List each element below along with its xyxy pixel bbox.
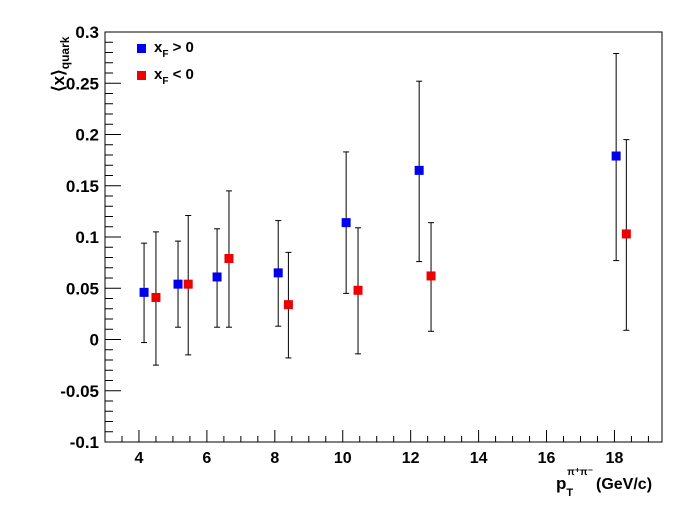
y-tick-label: 0.15 [66,177,99,196]
y-tick-label: -0.05 [60,382,99,401]
y-axis-label-main: ⟨x⟩ [49,69,68,92]
data-point [341,218,351,228]
legend-label-xf-negative-rest: < 0 [168,66,193,83]
x-tick-label: 4 [135,450,144,467]
y-tick-label: 0.05 [66,279,99,298]
x-tick-label: 6 [202,450,211,467]
y-tick-label: 0.3 [75,23,99,42]
y-tick-label: -0.1 [70,433,99,452]
data-point [139,287,149,297]
y-axis-label: ⟨x⟩quark [49,36,72,92]
legend-label-xf-positive-rest: > 0 [168,39,193,56]
x-tick-label: 12 [402,450,420,467]
series-1 [151,139,631,366]
legend-marker-xf-negative [137,71,146,80]
data-series [139,53,631,366]
data-point [212,272,222,282]
legend: xF > 0 xF < 0 [137,39,194,87]
legend-label-xf-negative-sub: F [162,76,168,87]
x-axis-label-sup: π⁺π⁻ [567,467,593,478]
y-tick-label: 0 [90,331,99,350]
data-point [426,271,436,281]
y-axis-label-sub: quark [58,36,72,69]
x-tick-label: 8 [270,450,279,467]
x-axis-label-unit: (GeV/c) [596,476,652,493]
x-axis-ticks: 4 6 8 10 12 14 16 18 [104,430,649,467]
data-point [151,292,161,302]
y-tick-label: 0.25 [66,74,99,93]
x-tick-label: 16 [538,450,556,467]
x-axis-label: pTπ⁺π⁻(GeV/c) [556,467,652,499]
data-point [183,279,193,289]
legend-label-xf-negative: xF < 0 [154,66,194,87]
data-point [414,165,424,175]
legend-label-xf-positive-main: x [154,39,163,56]
data-point [621,229,631,239]
y-axis-ticks: -0.1 -0.05 0 0.05 0.1 0.15 0.2 0.25 0.3 [60,23,121,452]
x-tick-label: 10 [334,450,352,467]
legend-label-xf-positive-sub: F [162,49,168,60]
legend-label-xf-positive: xF > 0 [154,39,194,60]
data-point [224,254,234,264]
data-point [611,151,621,161]
data-point [283,300,293,310]
x-tick-label: 18 [606,450,624,467]
x-axis-label-main: p [556,474,566,493]
legend-label-xf-negative-main: x [154,66,163,83]
y-tick-label: 0.2 [75,126,99,145]
series-0 [139,53,621,344]
y-tick-label: 0.1 [75,228,99,247]
legend-marker-xf-positive [137,44,146,53]
x-tick-label: 14 [470,450,488,467]
x-axis-label-sub: T [566,487,573,499]
data-point [273,268,283,278]
data-point [353,285,363,295]
data-point [173,279,183,289]
